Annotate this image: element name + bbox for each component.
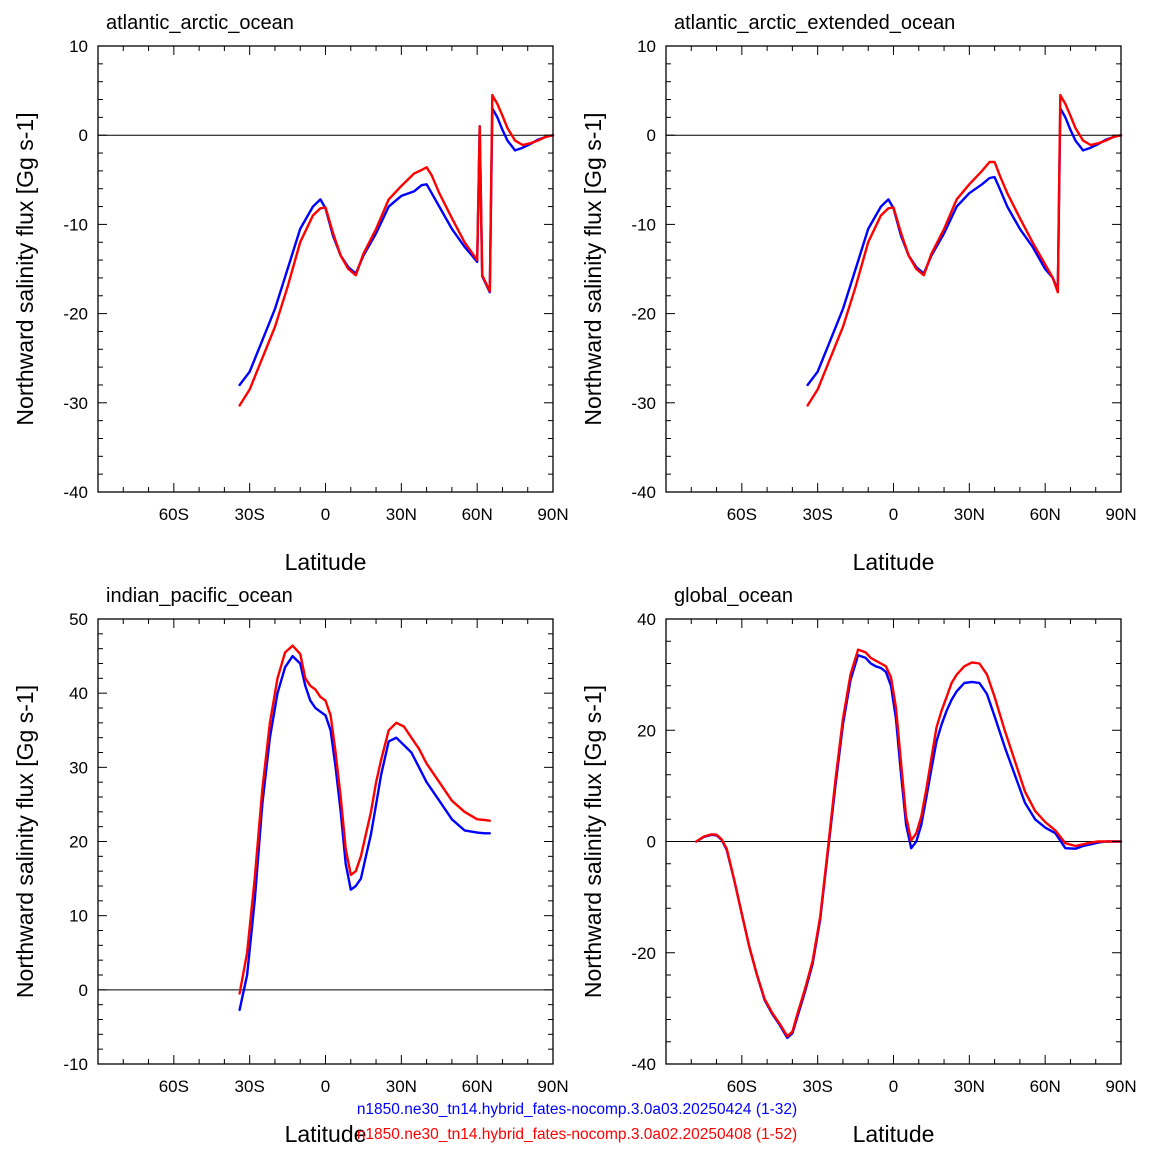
series-line-1 <box>238 107 555 387</box>
y-tick-label: 40 <box>637 610 656 629</box>
x-tick-label: 90N <box>537 1077 568 1096</box>
plot-frame <box>665 45 1122 493</box>
plot-frame <box>97 618 554 1065</box>
y-tick-label: -10 <box>63 215 88 234</box>
x-tick-label: 30S <box>235 1077 265 1096</box>
y-tick-label: 20 <box>637 721 656 740</box>
series-line-1 <box>238 654 491 1012</box>
x-tick-label: 60N <box>1030 1077 1061 1096</box>
x-tick-label: 30S <box>235 505 265 524</box>
series-line-2 <box>238 93 555 407</box>
y-tick-label: 50 <box>69 610 88 629</box>
x-tick-label: 0 <box>321 505 330 524</box>
y-tick-label: 0 <box>79 981 88 1000</box>
y-tick-label: 0 <box>647 833 656 852</box>
x-tick-label: 30N <box>386 505 417 524</box>
y-tick-label: 10 <box>69 37 88 56</box>
x-axis-label: Latitude <box>285 549 367 575</box>
y-tick-label: 0 <box>647 126 656 145</box>
x-tick-label: 30S <box>803 1077 833 1096</box>
x-tick-label: 90N <box>1105 1077 1136 1096</box>
y-axis-label: Northward salinity flux [Gg s-1] <box>12 112 38 425</box>
y-tick-label: -10 <box>63 1055 88 1074</box>
series-line-2 <box>238 644 491 995</box>
x-tick-label: 0 <box>889 505 898 524</box>
legend-case2: n1850.ne30_tn14.hybrid_fates-nocomp.3.0a… <box>356 1126 798 1143</box>
y-tick-label: 10 <box>69 907 88 926</box>
chart-panel-1: 60S 30S 0 30N 60N 90N -40 -30 -20 -10 0 10 atlantic_… <box>12 12 569 575</box>
chart-title: global_ocean <box>674 585 793 607</box>
x-tick-label: 30N <box>954 1077 985 1096</box>
y-tick-label: 20 <box>69 833 88 852</box>
chart-title: indian_pacific_ocean <box>106 585 293 607</box>
y-tick-label: -20 <box>631 944 656 963</box>
chart-panel-2: 60S 30S 0 30N 60N 90N -40 -30 -20 -10 0 10 atlantic_… <box>580 12 1137 575</box>
series-line-2 <box>806 93 1123 407</box>
y-tick-label: -10 <box>631 215 656 234</box>
x-tick-label: 60S <box>727 505 757 524</box>
series-line-1 <box>806 107 1123 387</box>
x-axis-label: Latitude <box>853 1121 935 1147</box>
y-tick-label: -40 <box>63 483 88 502</box>
x-tick-label: 60S <box>159 505 189 524</box>
y-axis-label: Northward salinity flux [Gg s-1] <box>12 685 38 998</box>
x-tick-label: 90N <box>537 505 568 524</box>
y-tick-label: -30 <box>631 394 656 413</box>
chart-title: atlantic_arctic_extended_ocean <box>674 12 955 34</box>
x-axis-label: Latitude <box>285 1121 367 1147</box>
y-tick-label: 30 <box>69 758 88 777</box>
x-tick-label: 30N <box>386 1077 417 1096</box>
y-tick-label: 0 <box>79 126 88 145</box>
chart-title: atlantic_arctic_ocean <box>106 12 294 34</box>
x-tick-label: 30N <box>954 505 985 524</box>
legend-case1: n1850.ne30_tn14.hybrid_fates-nocomp.3.0a… <box>356 1101 798 1118</box>
y-tick-label: 10 <box>637 37 656 56</box>
x-tick-label: 0 <box>889 1077 898 1096</box>
x-tick-label: 30S <box>803 505 833 524</box>
y-tick-label: 40 <box>69 684 88 703</box>
chart-panel-3: 60S 30S 0 30N 60N 90N -10 0 10 20 30 40 50 indian_pac… <box>12 585 569 1147</box>
chart-panel-4: 60S 30S 0 30N 60N 90N -40 -20 0 20 40 global_ocean L… <box>580 585 1137 1147</box>
y-axis-label: Northward salinity flux [Gg s-1] <box>580 685 606 998</box>
y-tick-label: -20 <box>631 305 656 324</box>
y-tick-label: -40 <box>631 1055 656 1074</box>
x-axis-label: Latitude <box>853 549 935 575</box>
x-tick-label: 0 <box>321 1077 330 1096</box>
y-tick-label: -30 <box>63 394 88 413</box>
series-line-2 <box>695 648 1123 1038</box>
plot-frame <box>97 45 554 493</box>
y-tick-label: -20 <box>63 305 88 324</box>
x-tick-label: 60S <box>159 1077 189 1096</box>
x-tick-label: 60S <box>727 1077 757 1096</box>
y-tick-label: -40 <box>631 483 656 502</box>
y-axis-label: Northward salinity flux [Gg s-1] <box>580 112 606 425</box>
x-tick-label: 90N <box>1105 505 1136 524</box>
x-tick-label: 60N <box>1030 505 1061 524</box>
x-tick-label: 60N <box>462 1077 493 1096</box>
x-tick-label: 60N <box>462 505 493 524</box>
